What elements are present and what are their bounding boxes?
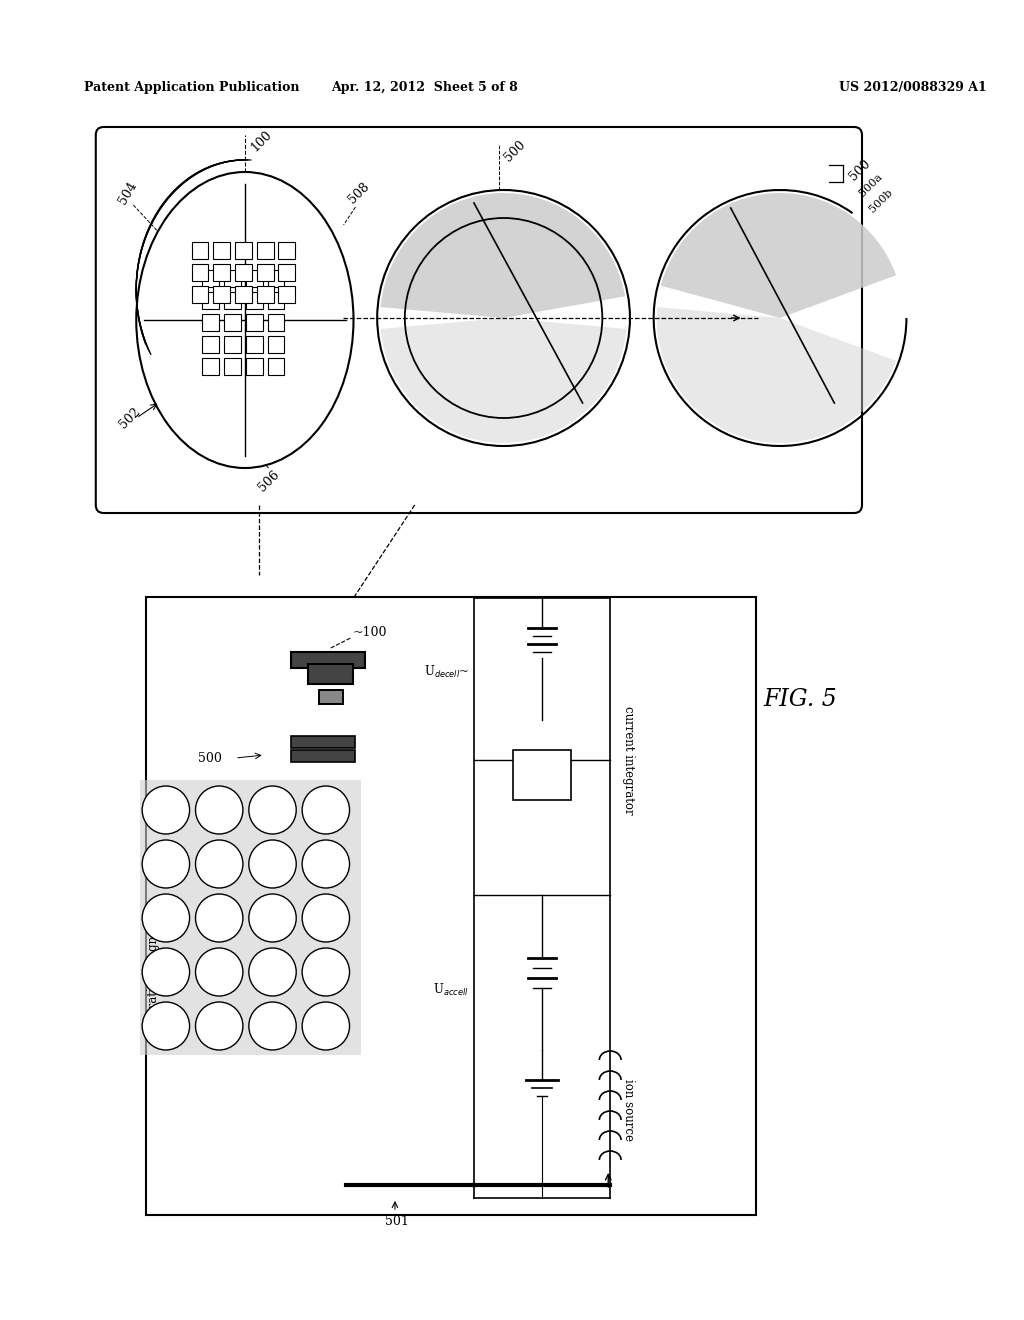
Wedge shape bbox=[660, 193, 896, 318]
Bar bbox=[224, 337, 241, 352]
Bar bbox=[308, 664, 352, 684]
Text: 500b: 500b bbox=[867, 187, 894, 214]
Circle shape bbox=[302, 894, 349, 942]
Wedge shape bbox=[656, 308, 896, 444]
Bar bbox=[203, 358, 219, 375]
Bar bbox=[246, 292, 262, 309]
Text: Patent Application Publication: Patent Application Publication bbox=[84, 82, 299, 95]
Text: 506: 506 bbox=[256, 469, 282, 494]
Circle shape bbox=[142, 894, 189, 942]
Bar bbox=[224, 358, 241, 375]
Bar bbox=[279, 286, 295, 304]
Text: 508: 508 bbox=[345, 180, 372, 206]
Circle shape bbox=[142, 785, 189, 834]
Circle shape bbox=[142, 840, 189, 888]
Circle shape bbox=[196, 785, 243, 834]
Text: 502: 502 bbox=[117, 405, 142, 432]
Circle shape bbox=[302, 1002, 349, 1049]
Text: Apr. 12, 2012  Sheet 5 of 8: Apr. 12, 2012 Sheet 5 of 8 bbox=[331, 82, 518, 95]
Bar bbox=[203, 271, 219, 286]
Bar bbox=[291, 750, 355, 762]
Circle shape bbox=[196, 1002, 243, 1049]
Bar bbox=[267, 271, 285, 286]
Circle shape bbox=[196, 948, 243, 997]
Text: 504: 504 bbox=[117, 180, 139, 207]
Text: US 2012/0088329 A1: US 2012/0088329 A1 bbox=[840, 82, 987, 95]
Circle shape bbox=[249, 1002, 296, 1049]
Circle shape bbox=[196, 840, 243, 888]
Circle shape bbox=[302, 840, 349, 888]
Bar bbox=[267, 337, 285, 352]
Text: ~100: ~100 bbox=[352, 626, 387, 639]
Text: 100: 100 bbox=[249, 128, 275, 154]
Bar bbox=[146, 597, 757, 1214]
Bar bbox=[140, 780, 361, 1055]
Wedge shape bbox=[381, 193, 625, 318]
Bar bbox=[291, 737, 355, 748]
Wedge shape bbox=[381, 318, 627, 444]
Bar bbox=[224, 292, 241, 309]
Text: A: A bbox=[536, 767, 549, 784]
Circle shape bbox=[302, 948, 349, 997]
Text: ion source: ion source bbox=[622, 1078, 635, 1140]
Bar bbox=[246, 314, 262, 331]
Bar bbox=[257, 242, 273, 259]
Bar bbox=[267, 292, 285, 309]
Circle shape bbox=[249, 785, 296, 834]
Bar bbox=[191, 242, 208, 259]
Text: U$_{accell}$: U$_{accell}$ bbox=[433, 982, 469, 998]
Bar bbox=[213, 242, 230, 259]
Bar bbox=[234, 242, 252, 259]
Bar bbox=[191, 286, 208, 304]
Bar bbox=[191, 264, 208, 281]
Circle shape bbox=[142, 1002, 189, 1049]
Ellipse shape bbox=[136, 172, 353, 469]
Bar bbox=[267, 314, 285, 331]
Text: 500: 500 bbox=[847, 157, 873, 183]
Text: 500: 500 bbox=[502, 139, 527, 164]
Bar bbox=[234, 286, 252, 304]
Bar bbox=[257, 286, 273, 304]
Bar bbox=[246, 271, 262, 286]
Text: current integrator: current integrator bbox=[622, 706, 635, 814]
Bar bbox=[224, 314, 241, 331]
Bar bbox=[203, 337, 219, 352]
Bar bbox=[203, 314, 219, 331]
Text: FIG. 5: FIG. 5 bbox=[763, 689, 837, 711]
Text: separation magnet: separation magnet bbox=[146, 924, 160, 1036]
Circle shape bbox=[249, 948, 296, 997]
Text: U$_{decell}$~: U$_{decell}$~ bbox=[424, 664, 469, 680]
Bar bbox=[213, 286, 230, 304]
Circle shape bbox=[196, 894, 243, 942]
Bar bbox=[279, 242, 295, 259]
Bar bbox=[279, 264, 295, 281]
Bar bbox=[246, 337, 262, 352]
Bar bbox=[213, 264, 230, 281]
Circle shape bbox=[249, 894, 296, 942]
Bar bbox=[513, 750, 570, 800]
Text: 501: 501 bbox=[385, 1214, 409, 1228]
Text: 500: 500 bbox=[199, 751, 222, 764]
Bar bbox=[224, 271, 241, 286]
Bar bbox=[291, 652, 366, 668]
Circle shape bbox=[142, 948, 189, 997]
Bar bbox=[267, 358, 285, 375]
Bar bbox=[257, 264, 273, 281]
Circle shape bbox=[302, 785, 349, 834]
Text: 500a: 500a bbox=[857, 172, 884, 199]
Bar bbox=[234, 264, 252, 281]
Bar bbox=[246, 358, 262, 375]
Circle shape bbox=[249, 840, 296, 888]
FancyBboxPatch shape bbox=[96, 127, 862, 513]
Bar bbox=[203, 292, 219, 309]
Bar bbox=[318, 690, 343, 704]
